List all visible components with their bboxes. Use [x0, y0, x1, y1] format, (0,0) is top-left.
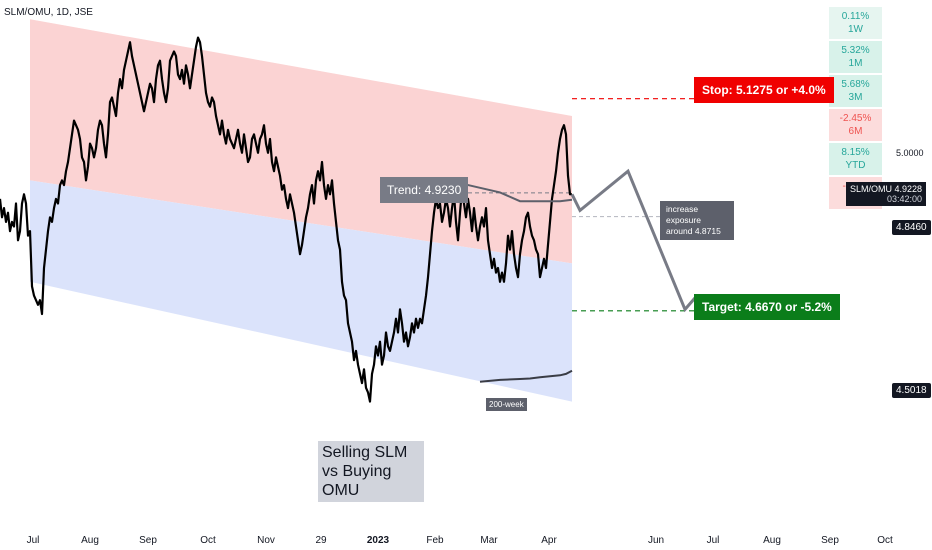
perf-value: 5.32%: [841, 45, 870, 56]
x-tick-label: Oct: [200, 535, 216, 546]
x-tick-label: Aug: [763, 535, 781, 546]
perf-cell-ytd: 8.15% YTD: [829, 143, 882, 175]
x-tick-label: 29: [315, 535, 327, 546]
x-tick-label: Jul: [706, 535, 720, 546]
perf-value: 5.68%: [841, 79, 870, 90]
x-tick-label: Oct: [877, 535, 893, 546]
lower-channel-fill: [30, 180, 572, 402]
perf-cell-3m: 5.68% 3M: [829, 75, 882, 107]
perf-value: -2.45%: [839, 113, 872, 124]
price-tag-4501: 4.5018: [892, 383, 931, 398]
target-callout[interactable]: Target: 4.6670 or -5.2%: [694, 294, 840, 320]
symbol-tag-countdown: 03:42:00: [886, 194, 922, 204]
x-tick-label: Feb: [426, 535, 444, 546]
projection-arrow-path: [570, 168, 699, 313]
perf-cell-1w: 0.11% 1W: [829, 7, 882, 39]
symbol-price-tag: SLM/OMU 4.9228 03:42:00: [846, 182, 926, 206]
stop-callout[interactable]: Stop: 5.1275 or +4.0%: [694, 77, 834, 103]
x-tick-label: 2023: [366, 535, 390, 546]
symbol-tag-price: 4.9228: [894, 184, 922, 194]
perf-value: 8.15%: [841, 147, 870, 158]
perf-period: YTD: [845, 160, 866, 171]
price-5-label: 5.0000: [896, 148, 924, 158]
headline-text[interactable]: Selling SLM vs Buying OMU: [318, 441, 424, 502]
x-tick-label: Nov: [257, 535, 275, 546]
perf-cell-6m: -2.45% 6M: [829, 109, 882, 141]
performance-panel: 0.11%1W5.32%1M5.68%3M-2.45%6M8.15%YTD-9.…: [829, 7, 882, 211]
x-tick-label: Jul: [26, 535, 40, 546]
price-tag-4846: 4.8460: [892, 220, 931, 235]
perf-period: 1M: [848, 58, 863, 69]
perf-period: 6M: [848, 126, 863, 137]
ma-200-week-label: 200-week: [486, 398, 527, 411]
perf-value: 0.11%: [841, 11, 870, 22]
perf-period: 1W: [848, 24, 863, 35]
x-tick-label: Jun: [647, 535, 665, 546]
price-series-line: [0, 36, 572, 403]
x-tick-label: Apr: [541, 535, 557, 546]
trend-callout[interactable]: Trend: 4.9230: [380, 177, 469, 203]
x-tick-label: Mar: [480, 535, 498, 546]
x-tick-label: Aug: [81, 535, 99, 546]
symbol-title: SLM/OMU, 1D, JSE: [4, 7, 93, 18]
perf-cell-1m: 5.32% 1M: [829, 41, 882, 73]
ma-200-week-line: [479, 369, 573, 383]
trend-moving-average-line: [459, 182, 573, 203]
symbol-tag-name: SLM/OMU: [850, 184, 893, 194]
perf-period: 3M: [848, 92, 863, 103]
x-tick-label: Sep: [821, 535, 839, 546]
x-tick-label: Sep: [139, 535, 157, 546]
exposure-note-callout[interactable]: increase exposure around 4.8715: [660, 201, 734, 240]
